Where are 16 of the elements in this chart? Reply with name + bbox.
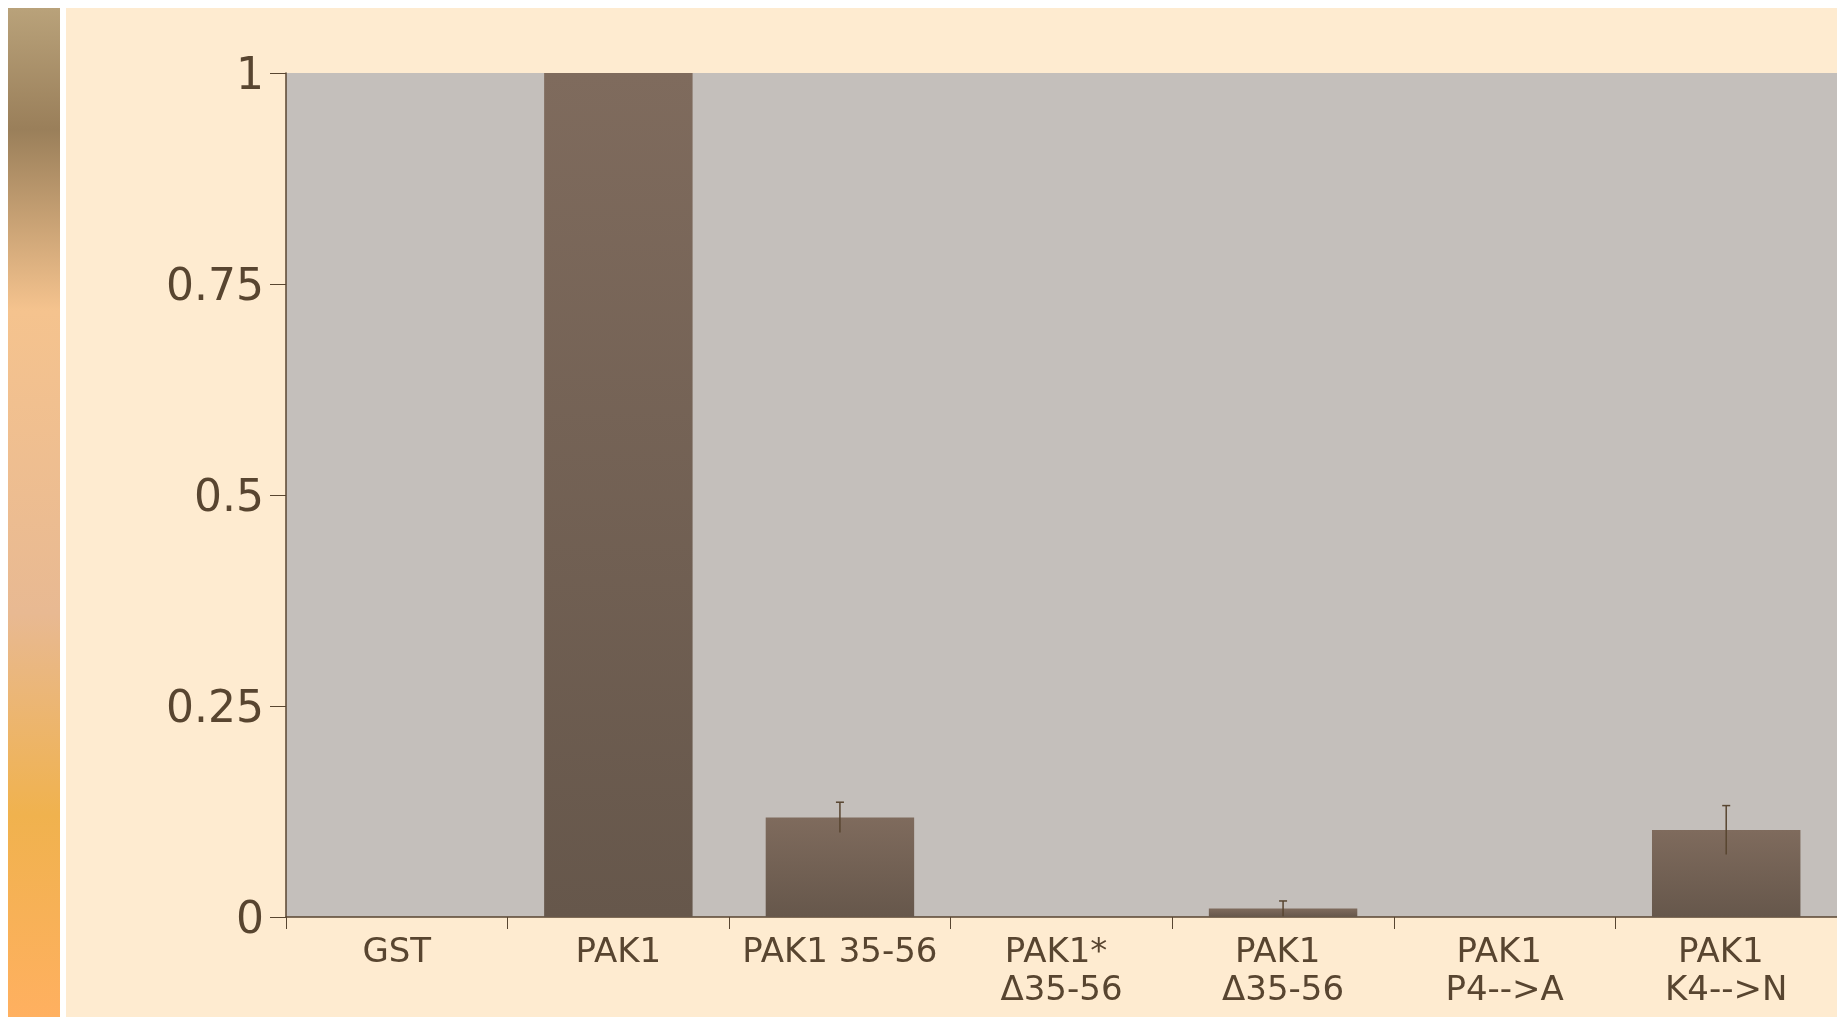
x-tick-label: PAK1* Δ35-56 xyxy=(1000,930,1123,1008)
x-tick-label: PAK1 35-56 xyxy=(742,930,938,970)
y-tick-label: 0.5 xyxy=(194,469,264,521)
y-tick-label: 1 xyxy=(236,47,264,99)
x-tick-label: PAK1 P4-->A xyxy=(1445,930,1564,1008)
x-tick-label: PAK1 K4-->N xyxy=(1665,930,1788,1008)
y-tick-label: 0.75 xyxy=(166,258,264,310)
x-tick-label: PAK1 xyxy=(575,930,662,970)
bar xyxy=(1651,830,1801,917)
bar xyxy=(1208,908,1358,917)
bar xyxy=(765,817,915,917)
y-tick-label: 0.25 xyxy=(166,680,264,732)
x-tick-label: PAK1 Δ35-56 xyxy=(1222,930,1345,1008)
x-tick-label: GST xyxy=(362,930,432,970)
bar xyxy=(544,73,693,917)
y-tick-label: 0 xyxy=(236,891,264,943)
